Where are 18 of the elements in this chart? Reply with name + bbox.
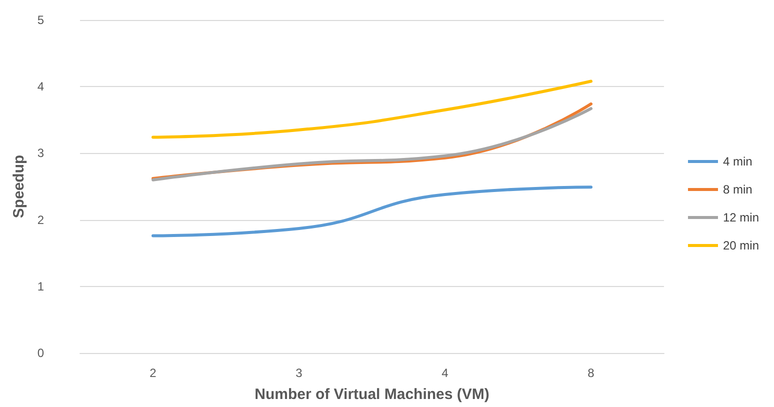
line-series xyxy=(152,80,592,139)
y-tick-label: 0 xyxy=(37,346,44,360)
legend-label: 20 min xyxy=(722,238,760,252)
legend-label: 4 min xyxy=(722,154,752,168)
y-tick-label: 4 xyxy=(37,80,44,94)
y-axis-title: Speedup xyxy=(10,154,28,218)
y-tick-label: 3 xyxy=(37,146,44,160)
y-tick-label: 1 xyxy=(37,279,44,294)
x-tick-label: 8 xyxy=(588,366,595,380)
line-series xyxy=(152,186,592,238)
x-tick-label: 4 xyxy=(442,366,449,380)
x-axis-title: Number of Virtual Machines (VM) xyxy=(254,386,490,403)
legend-label: 8 min xyxy=(722,182,752,196)
y-tick-label: 2 xyxy=(37,212,44,227)
x-tick-label: 2 xyxy=(150,366,157,380)
legend-label: 12 min xyxy=(722,210,760,224)
y-tick-label: 5 xyxy=(37,13,44,27)
x-tick-label: 3 xyxy=(296,366,303,380)
